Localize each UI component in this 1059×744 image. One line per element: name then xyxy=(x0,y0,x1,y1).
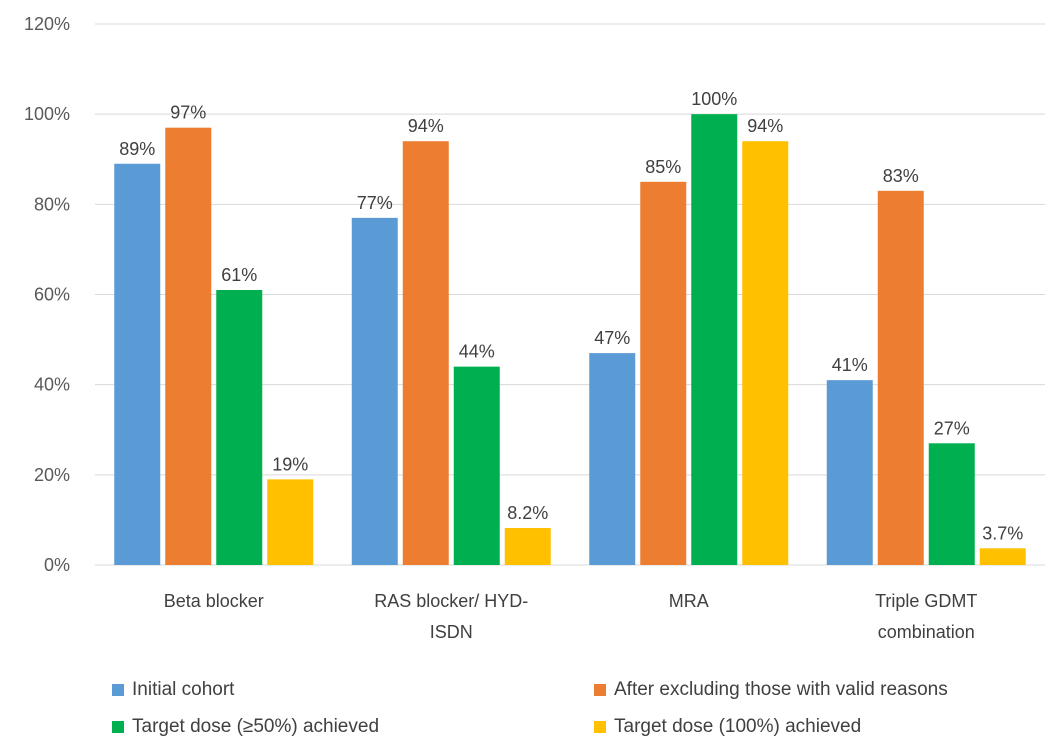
y-tick-label: 20% xyxy=(34,465,70,485)
y-tick-label: 60% xyxy=(34,285,70,305)
data-labels: 89% 97% 61% 19% 77% 94% 44% 8.2% 47% 85% 100% 94% 41… xyxy=(119,89,1023,543)
data-label: 27% xyxy=(934,418,970,438)
bars xyxy=(114,114,1026,566)
y-tick-label: 100% xyxy=(24,104,70,124)
bar xyxy=(504,528,551,565)
category-label: Triple GDMT xyxy=(875,591,977,611)
y-tick-label: 120% xyxy=(24,14,70,34)
bar xyxy=(453,366,500,565)
bar xyxy=(742,141,789,565)
bar xyxy=(826,380,873,565)
data-label: 19% xyxy=(272,454,308,474)
data-label: 85% xyxy=(645,157,681,177)
category-label: Beta blocker xyxy=(164,591,264,611)
bar xyxy=(216,289,263,565)
data-label: 61% xyxy=(221,265,257,285)
y-tick-label: 0% xyxy=(44,555,70,575)
bar xyxy=(640,181,687,565)
data-label: 97% xyxy=(170,103,206,123)
y-axis: 0% 20% 40% 60% 80% 100% 120% xyxy=(24,14,70,575)
bar xyxy=(402,141,449,565)
bar xyxy=(877,190,924,565)
category-label: RAS blocker/ HYD- xyxy=(374,591,528,611)
data-label: 44% xyxy=(459,342,495,362)
data-label: 94% xyxy=(408,116,444,136)
data-label: 41% xyxy=(832,355,868,375)
bar xyxy=(165,127,212,566)
category-label: MRA xyxy=(669,591,709,611)
bar xyxy=(928,443,975,565)
bar xyxy=(691,114,738,566)
category-label: ISDN xyxy=(430,622,473,642)
bar xyxy=(589,353,636,565)
data-label: 47% xyxy=(594,328,630,348)
data-label: 3.7% xyxy=(982,523,1023,543)
data-label: 83% xyxy=(883,166,919,186)
data-label: 100% xyxy=(691,89,737,109)
bar xyxy=(979,548,1026,565)
category-label: combination xyxy=(878,622,975,642)
y-tick-label: 40% xyxy=(34,375,70,395)
y-tick-label: 80% xyxy=(34,194,70,214)
data-label: 77% xyxy=(357,193,393,213)
bar xyxy=(267,479,314,565)
data-label: 8.2% xyxy=(507,503,548,523)
bar xyxy=(114,163,161,565)
data-label: 89% xyxy=(119,139,155,159)
x-axis: Beta blocker RAS blocker/ HYD- ISDN MRA Trip… xyxy=(164,591,978,642)
data-label: 94% xyxy=(747,116,783,136)
bar xyxy=(351,217,398,565)
